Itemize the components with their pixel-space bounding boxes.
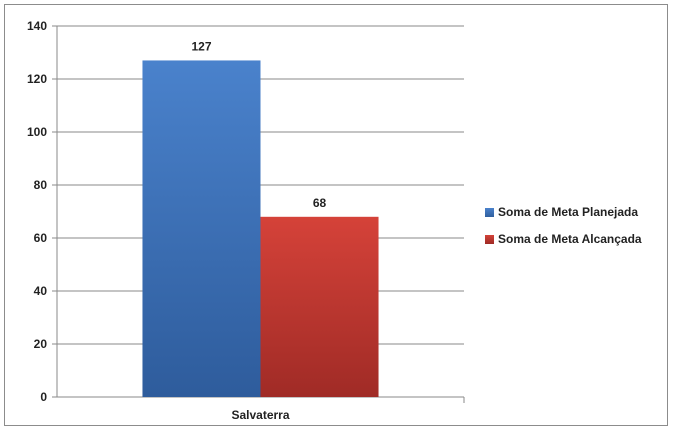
legend-label-alcancada: Soma de Meta Alcançada: [498, 232, 642, 246]
y-tick-label-140: 140: [27, 19, 47, 33]
bar-0-0: [142, 60, 261, 397]
y-tick-label-100: 100: [27, 125, 47, 139]
y-tick-label-20: 20: [34, 337, 48, 351]
y-tick-label-60: 60: [34, 231, 48, 245]
data-label-1-0: 68: [313, 196, 327, 210]
bar-1-0: [260, 216, 379, 397]
legend: Soma de Meta Planejada Soma de Meta Alca…: [485, 202, 642, 256]
data-label-0-0: 127: [191, 39, 211, 53]
legend-swatch-alcancada: [485, 234, 494, 244]
y-tick-label-80: 80: [34, 178, 48, 192]
legend-swatch-planejada: [485, 207, 494, 217]
y-tick-label-120: 120: [27, 72, 47, 86]
y-tick-label-40: 40: [34, 284, 48, 298]
x-tick-label-0: Salvaterra: [231, 408, 289, 422]
legend-item-alcancada: Soma de Meta Alcançada: [485, 229, 642, 249]
legend-label-planejada: Soma de Meta Planejada: [498, 205, 639, 219]
legend-item-planejada: Soma de Meta Planejada: [485, 202, 642, 222]
y-tick-label-0: 0: [40, 390, 47, 404]
labels: 0 20 40 60 80 100 120 140 127 68 Salvaterra: [27, 19, 327, 422]
bars: [142, 60, 379, 397]
